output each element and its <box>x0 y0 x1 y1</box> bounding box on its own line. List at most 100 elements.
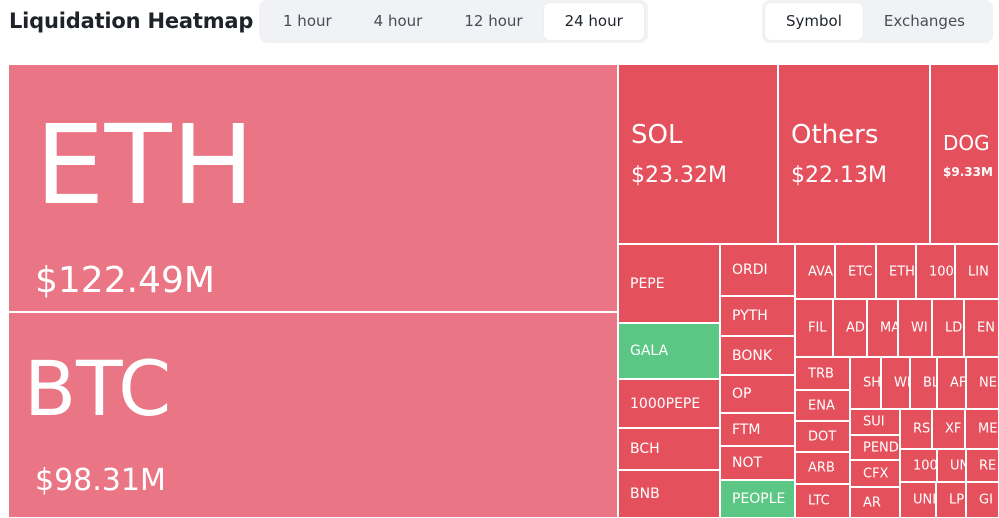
time-option-24h[interactable]: 24 hour <box>543 3 644 40</box>
tile-small-39[interactable]: ME <box>965 409 999 449</box>
tile-small-42[interactable]: RE <box>966 449 999 482</box>
tile-sol[interactable]: SOL $23.32M <box>618 64 778 244</box>
tile-small-19[interactable]: MA <box>867 299 898 357</box>
tile-small-41[interactable]: UN <box>937 449 966 482</box>
tile-small-34[interactable]: PEND <box>850 435 900 460</box>
tile-small-symbol: 100 <box>913 458 937 473</box>
tile-small-23[interactable]: TRB <box>795 357 850 390</box>
tile-small-38[interactable]: XF <box>932 409 965 449</box>
tile-small-10[interactable]: NOT <box>720 446 795 480</box>
group-by-selector: Symbol Exchanges <box>762 0 993 43</box>
tile-small-symbol: LD <box>945 320 963 336</box>
tile-small-symbol: DOT <box>808 429 837 444</box>
tile-small-28[interactable]: SH <box>850 357 881 409</box>
time-option-4h[interactable]: 4 hour <box>373 12 423 30</box>
tile-small-symbol: LIN <box>968 264 989 279</box>
tile-small-6[interactable]: PYTH <box>720 296 795 336</box>
group-option-symbol[interactable]: Symbol <box>765 3 863 40</box>
tile-small-43[interactable]: UNI <box>900 482 936 518</box>
tile-small-symbol: WI <box>894 375 910 391</box>
tile-small-symbol: MA <box>880 320 897 336</box>
tile-small-33[interactable]: SUI <box>850 409 900 435</box>
tile-small-5[interactable]: ORDI <box>720 244 795 296</box>
tile-small-12[interactable]: AVA <box>795 244 835 299</box>
tile-small-symbol: FTM <box>732 421 761 438</box>
tile-small-symbol: LTC <box>808 493 830 509</box>
tile-small-symbol: SH <box>863 375 881 391</box>
tile-small-2[interactable]: 1000PEPE <box>618 379 720 428</box>
tile-small-9[interactable]: FTM <box>720 413 795 446</box>
tile-small-symbol: SUI <box>863 414 885 430</box>
tile-small-symbol: AF <box>950 375 966 391</box>
tile-small-4[interactable]: BNB <box>618 470 720 518</box>
tile-small-32[interactable]: NE <box>966 357 999 409</box>
tile-small-symbol: PEPE <box>630 275 665 292</box>
tile-dog-value: $9.33M <box>943 165 993 179</box>
tile-small-44[interactable]: LP <box>936 482 966 518</box>
tile-small-symbol: GI <box>979 492 993 508</box>
tile-small-3[interactable]: BCH <box>618 428 720 470</box>
time-option-12h[interactable]: 12 hour <box>464 12 523 30</box>
tile-small-35[interactable]: CFX <box>850 460 900 487</box>
tile-small-symbol: PEND <box>863 440 899 455</box>
tile-small-25[interactable]: DOT <box>795 421 850 452</box>
tile-eth-value: $122.49M <box>35 260 215 301</box>
tile-small-26[interactable]: ARB <box>795 452 850 484</box>
tile-dog[interactable]: DOG $9.33M <box>930 64 999 244</box>
tile-small-7[interactable]: BONK <box>720 336 795 375</box>
tile-small-37[interactable]: RS <box>900 409 932 449</box>
tile-eth-symbol: ETH <box>35 101 255 229</box>
tile-btc-symbol: BTC <box>24 344 172 433</box>
tile-small-29[interactable]: WI <box>881 357 910 409</box>
tile-others[interactable]: Others $22.13M <box>778 64 930 244</box>
tile-small-21[interactable]: LD <box>932 299 964 357</box>
tile-small-symbol: EN <box>977 320 995 336</box>
time-range-selector: 1 hour 4 hour 12 hour 24 hour <box>259 0 648 43</box>
tile-small-13[interactable]: ETC <box>835 244 876 299</box>
tile-small-symbol: ME <box>978 421 998 437</box>
tile-small-16[interactable]: LIN <box>955 244 999 299</box>
tile-small-31[interactable]: AF <box>937 357 966 409</box>
page-title: Liquidation Heatmap <box>9 9 254 33</box>
tile-small-symbol: BONK <box>732 347 773 364</box>
tile-small-symbol: FIL <box>808 320 827 336</box>
tile-small-8[interactable]: OP <box>720 375 795 413</box>
tile-small-14[interactable]: ETH <box>876 244 916 299</box>
tile-small-1[interactable]: GALA <box>618 323 720 379</box>
tile-sol-symbol: SOL <box>631 120 683 150</box>
tile-small-27[interactable]: LTC <box>795 484 850 518</box>
tile-small-22[interactable]: EN <box>964 299 999 357</box>
tile-small-0[interactable]: PEPE <box>618 244 720 323</box>
tile-small-24[interactable]: ENA <box>795 390 850 421</box>
tile-small-symbol: AVA <box>808 264 834 279</box>
tile-small-symbol: CFX <box>863 466 889 481</box>
tile-small-30[interactable]: BL <box>910 357 937 409</box>
tile-small-symbol: ARB <box>808 460 835 476</box>
tile-small-symbol: LP <box>949 492 965 508</box>
tile-btc-value: $98.31M <box>35 463 166 498</box>
tile-small-20[interactable]: WI <box>898 299 932 357</box>
time-option-1h[interactable]: 1 hour <box>283 12 332 30</box>
tile-eth[interactable]: ETH $122.49M <box>8 64 618 312</box>
tile-small-11[interactable]: PEOPLE <box>720 480 795 518</box>
tile-small-17[interactable]: FIL <box>795 299 833 357</box>
tile-small-symbol: ORDI <box>732 262 768 278</box>
tile-small-40[interactable]: 100 <box>900 449 937 482</box>
tile-small-symbol: 100 <box>929 264 954 279</box>
tile-small-symbol: BL <box>923 375 936 391</box>
tile-dog-symbol: DOG <box>943 131 990 155</box>
tile-small-symbol: ENA <box>808 398 835 413</box>
tile-small-symbol: NE <box>979 375 997 391</box>
tile-small-symbol: RS <box>913 421 931 437</box>
tile-small-symbol: GALA <box>630 343 669 359</box>
tile-small-15[interactable]: 100 <box>916 244 955 299</box>
tile-btc[interactable]: BTC $98.31M <box>8 312 618 518</box>
tile-small-18[interactable]: AD <box>833 299 867 357</box>
tile-small-symbol: 1000PEPE <box>630 395 701 412</box>
tile-small-36[interactable]: AR <box>850 487 900 518</box>
tile-small-symbol: NOT <box>732 455 763 471</box>
tile-small-symbol: UNI <box>913 492 936 508</box>
tile-small-45[interactable]: GI <box>966 482 999 518</box>
group-option-exchanges[interactable]: Exchanges <box>883 12 965 30</box>
